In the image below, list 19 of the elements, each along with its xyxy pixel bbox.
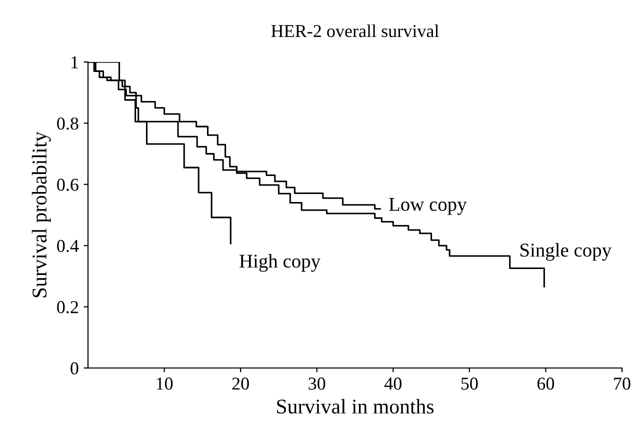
y-tick-label: 0.6: [57, 178, 78, 191]
x-tick-label: 60: [537, 378, 554, 390]
y-tick-label: 0: [70, 362, 78, 374]
series-label: High copy: [240, 254, 320, 272]
x-tick-label: 50: [461, 378, 478, 390]
chart-title: HER-2 overall survival: [271, 24, 439, 38]
x-tick-label: 40: [384, 378, 402, 390]
x-tick-label: 10: [156, 378, 173, 390]
x-tick-label: 70: [614, 378, 630, 390]
series-label: Single copy: [520, 243, 612, 261]
y-axis-title: Survival probability: [32, 131, 51, 298]
x-tick-label: 20: [232, 378, 249, 390]
y-tick-label: 0.4: [57, 240, 79, 252]
y-tick-label: 0.8: [57, 117, 78, 130]
x-axis-title: Survival in months: [277, 398, 434, 414]
series-label: Low copy: [389, 198, 467, 215]
y-tick-label: 0.2: [57, 301, 78, 314]
y-tick-label: 1: [72, 56, 78, 68]
x-tick-label: 30: [308, 378, 326, 390]
